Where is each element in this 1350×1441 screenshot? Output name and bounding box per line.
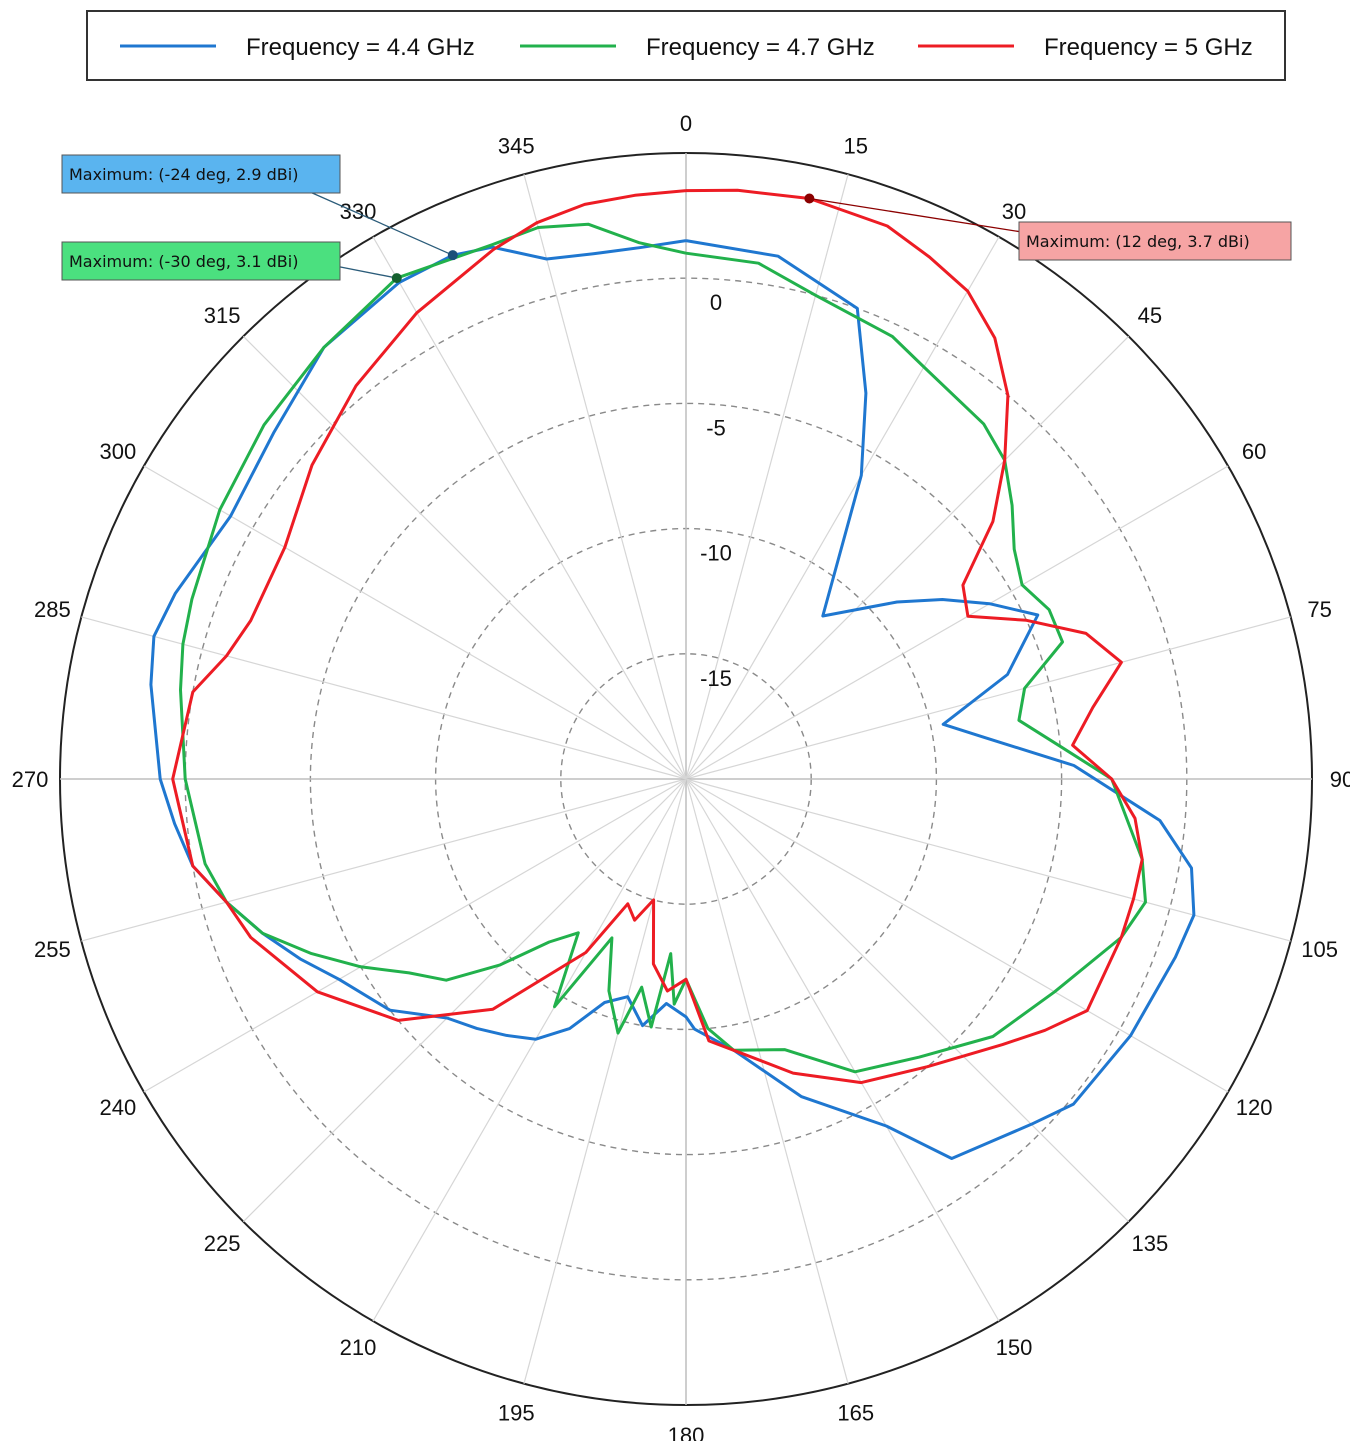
series-line <box>179 222 1147 1074</box>
spoke <box>81 616 687 780</box>
angle-tick-label: 135 <box>1132 1231 1169 1256</box>
spoke <box>685 174 849 780</box>
radial-tick-label: -15 <box>700 666 732 691</box>
angle-tick-label: 45 <box>1138 303 1162 328</box>
spoke <box>685 616 1291 780</box>
polar-grid: 0 15 30 45 60 75 90 105 120 135 150 165 180 195 210 225… <box>12 111 1350 1441</box>
annotation-text: Maximum: (-30 deg, 3.1 dBi) <box>69 252 298 271</box>
max-marker <box>391 273 402 284</box>
angle-tick-label: 300 <box>100 439 137 464</box>
angle-tick-label: 105 <box>1301 937 1338 962</box>
spoke <box>685 778 849 1384</box>
spoke <box>242 335 687 780</box>
angle-tick-label: 195 <box>498 1401 535 1426</box>
annotation-text: Maximum: (-24 deg, 2.9 dBi) <box>69 165 298 184</box>
angle-tick-label: 165 <box>837 1401 874 1426</box>
legend: Frequency = 4.4 GHz Frequency = 4.7 GHz Fr… <box>86 10 1286 81</box>
max-marker <box>447 250 458 261</box>
spoke <box>685 778 1229 1093</box>
angle-tick-label: 0 <box>680 111 692 136</box>
angle-tick-label: 315 <box>204 303 241 328</box>
annotation-leader <box>309 191 454 256</box>
angle-tick-label: 180 <box>668 1423 705 1441</box>
spoke <box>685 335 1130 780</box>
spoke <box>685 778 1291 942</box>
annotation-box <box>61 154 341 194</box>
series-line <box>149 239 1196 1160</box>
angle-tick-label: 270 <box>12 767 49 792</box>
annotation-text: Maximum: (12 deg, 3.7 dBi) <box>1026 232 1250 251</box>
spoke <box>685 465 1229 780</box>
radial-tick-label: -10 <box>700 541 732 566</box>
angle-tick-label: 75 <box>1307 597 1331 622</box>
angle-tick-label: 150 <box>996 1335 1033 1360</box>
spoke <box>523 778 687 1384</box>
series-lines <box>149 188 1196 1160</box>
angle-tick-label: 285 <box>34 597 71 622</box>
series-line <box>171 188 1144 1085</box>
angle-tick-label: 60 <box>1242 439 1266 464</box>
max-marker <box>804 193 815 204</box>
annotation-box <box>1018 221 1292 261</box>
spoke <box>372 778 687 1322</box>
spoke <box>685 778 1130 1223</box>
annotation-box <box>61 241 341 281</box>
spoke <box>523 174 687 780</box>
legend-box <box>86 10 1286 81</box>
legend-label: Frequency = 4.7 GHz <box>646 34 875 61</box>
angle-tick-label: 330 <box>340 199 377 224</box>
spoke <box>372 236 687 780</box>
legend-label: Frequency = 5 GHz <box>1044 34 1253 61</box>
spoke <box>143 778 687 1093</box>
angle-tick-label: 225 <box>204 1231 241 1256</box>
spoke <box>685 236 1000 780</box>
spoke <box>143 465 687 780</box>
angle-tick-label: 90 <box>1330 767 1350 792</box>
radial-tick-label: 0 <box>710 290 722 315</box>
angle-tick-label: 120 <box>1236 1095 1273 1120</box>
radial-tick-label: -5 <box>706 415 726 440</box>
angle-tick-label: 15 <box>844 133 868 158</box>
angle-tick-label: 345 <box>498 133 535 158</box>
legend-label: Frequency = 4.4 GHz <box>246 34 475 61</box>
spoke <box>685 778 1000 1322</box>
angle-tick-label: 240 <box>100 1095 137 1120</box>
spoke <box>81 778 687 942</box>
angle-tick-label: 210 <box>340 1335 377 1360</box>
spoke <box>242 778 687 1223</box>
angle-tick-label: 30 <box>1002 199 1026 224</box>
max-annotations: Maximum: (-24 deg, 2.9 dBi) Maximum: (-30… <box>61 154 1292 284</box>
angle-tick-label: 255 <box>34 937 71 962</box>
